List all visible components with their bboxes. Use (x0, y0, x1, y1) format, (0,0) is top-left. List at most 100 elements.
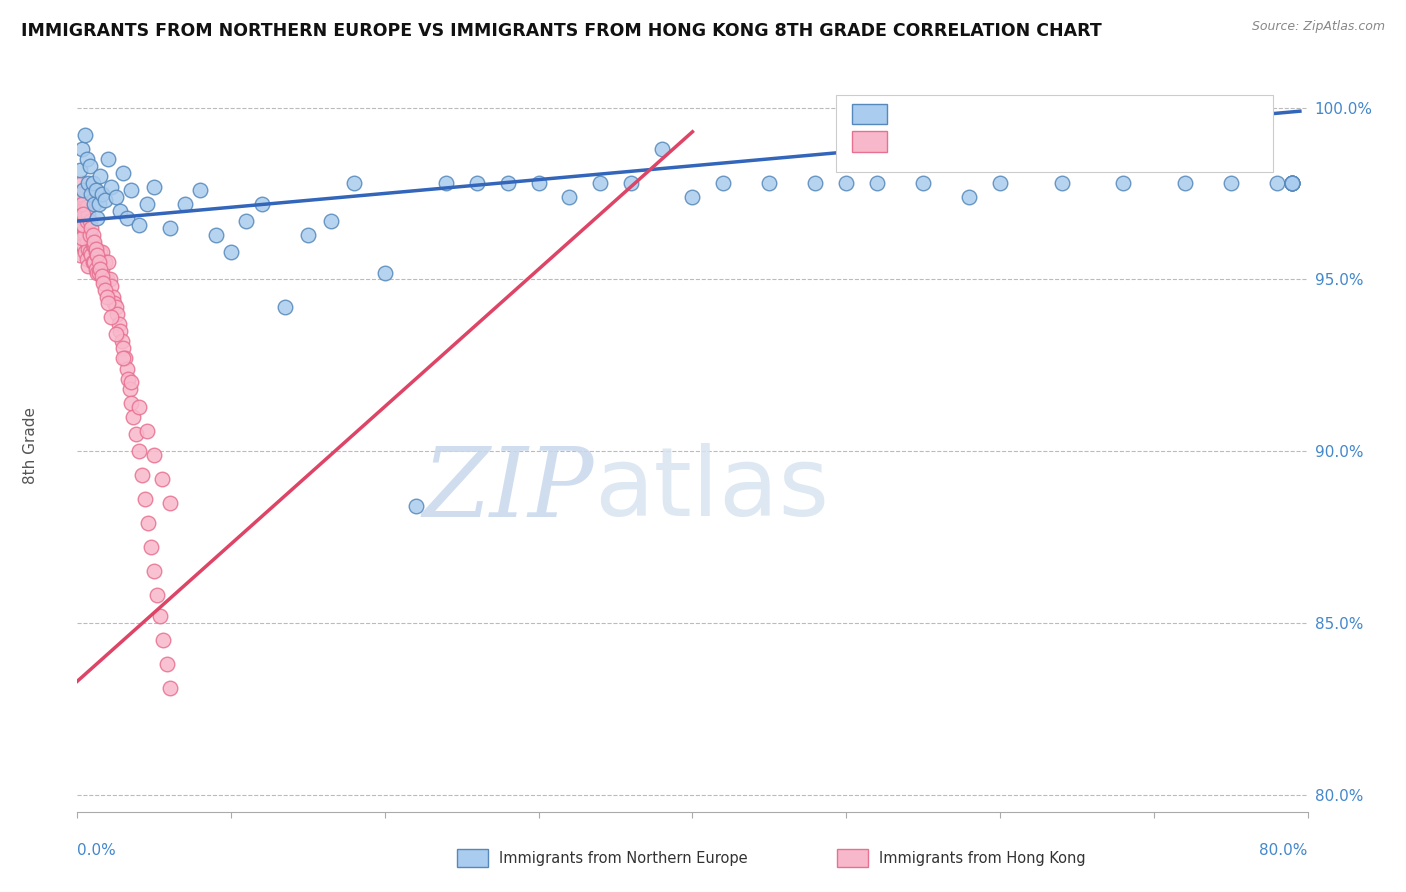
Point (76, 218, 98, 232)
Point (988, 176, 1011, 190)
Text: 80.0%: 80.0% (1260, 843, 1308, 858)
Text: atlas: atlas (595, 443, 830, 536)
Point (120, 183, 142, 197)
Point (72, 218, 94, 232)
Point (77, 242, 100, 256)
Point (405, 499, 427, 513)
Point (111, 334, 134, 349)
Point (76, 252, 98, 266)
Point (83, 238, 105, 252)
Point (69, 231, 91, 245)
Point (1250, 101, 1272, 115)
Point (128, 444, 150, 458)
Point (97, 296, 120, 310)
Point (82, 238, 104, 252)
Point (83, 235, 105, 249)
Text: 8th Grade: 8th Grade (22, 408, 38, 484)
Point (69, 186, 91, 201)
Point (84, 244, 107, 259)
Point (104, 300, 127, 314)
Point (69, 197, 91, 211)
Point (89, 262, 111, 277)
Point (77, 207, 100, 221)
Point (835, 176, 858, 190)
Point (143, 565, 166, 579)
Point (143, 179, 166, 194)
Point (152, 633, 174, 648)
Point (97, 255, 120, 269)
Point (121, 409, 143, 424)
Point (235, 214, 257, 228)
Point (274, 300, 297, 314)
Point (84, 183, 107, 197)
Point (100, 179, 122, 194)
Point (135, 197, 157, 211)
Text: 0.0%: 0.0% (77, 843, 117, 858)
Point (204, 227, 226, 242)
Point (174, 197, 197, 211)
Point (83, 197, 105, 211)
Text: Source: ZipAtlas.com: Source: ZipAtlas.com (1251, 20, 1385, 33)
Point (101, 290, 124, 304)
Point (80, 248, 103, 262)
Point (72, 183, 94, 197)
Point (141, 541, 163, 555)
Point (90, 186, 114, 201)
Point (112, 166, 135, 180)
Point (527, 176, 550, 190)
Point (118, 382, 141, 396)
Point (79, 159, 101, 173)
Point (374, 266, 396, 280)
Point (77, 176, 100, 190)
Point (80, 231, 103, 245)
Point (69, 186, 91, 201)
Point (219, 244, 242, 259)
Point (134, 492, 156, 507)
Text: Immigrants from Northern Europe: Immigrants from Northern Europe (499, 851, 748, 865)
Point (112, 351, 135, 366)
Point (77, 259, 100, 273)
Point (72, 221, 94, 235)
Point (72, 203, 94, 218)
Point (120, 396, 142, 410)
Point (120, 376, 142, 390)
Point (319, 214, 342, 228)
Point (67, 203, 90, 218)
Point (125, 427, 148, 442)
Point (73, 194, 96, 208)
Point (114, 351, 136, 366)
Point (1281, 176, 1303, 190)
Point (1219, 176, 1241, 190)
Bar (852, 103, 887, 124)
Point (82, 227, 104, 242)
Point (79, 227, 101, 242)
Point (758, 176, 780, 190)
Point (1265, 176, 1288, 190)
Point (73, 207, 96, 221)
Point (70, 176, 93, 190)
Point (69, 248, 91, 262)
Point (96, 290, 118, 304)
Point (94, 194, 117, 208)
Point (135, 424, 157, 438)
Point (69, 203, 91, 218)
Point (70, 142, 93, 156)
Point (110, 324, 132, 338)
Point (110, 203, 132, 218)
Point (72, 238, 94, 252)
Point (87, 255, 110, 269)
Point (86, 248, 108, 262)
Point (69, 214, 91, 228)
Point (72, 203, 94, 218)
Point (1112, 176, 1135, 190)
Point (103, 296, 125, 310)
Point (104, 190, 127, 204)
Point (589, 176, 612, 190)
Point (1050, 176, 1073, 190)
Point (73, 128, 96, 143)
Point (1281, 176, 1303, 190)
Point (128, 400, 150, 414)
Point (77, 224, 100, 238)
Point (94, 283, 117, 297)
Point (89, 169, 111, 184)
